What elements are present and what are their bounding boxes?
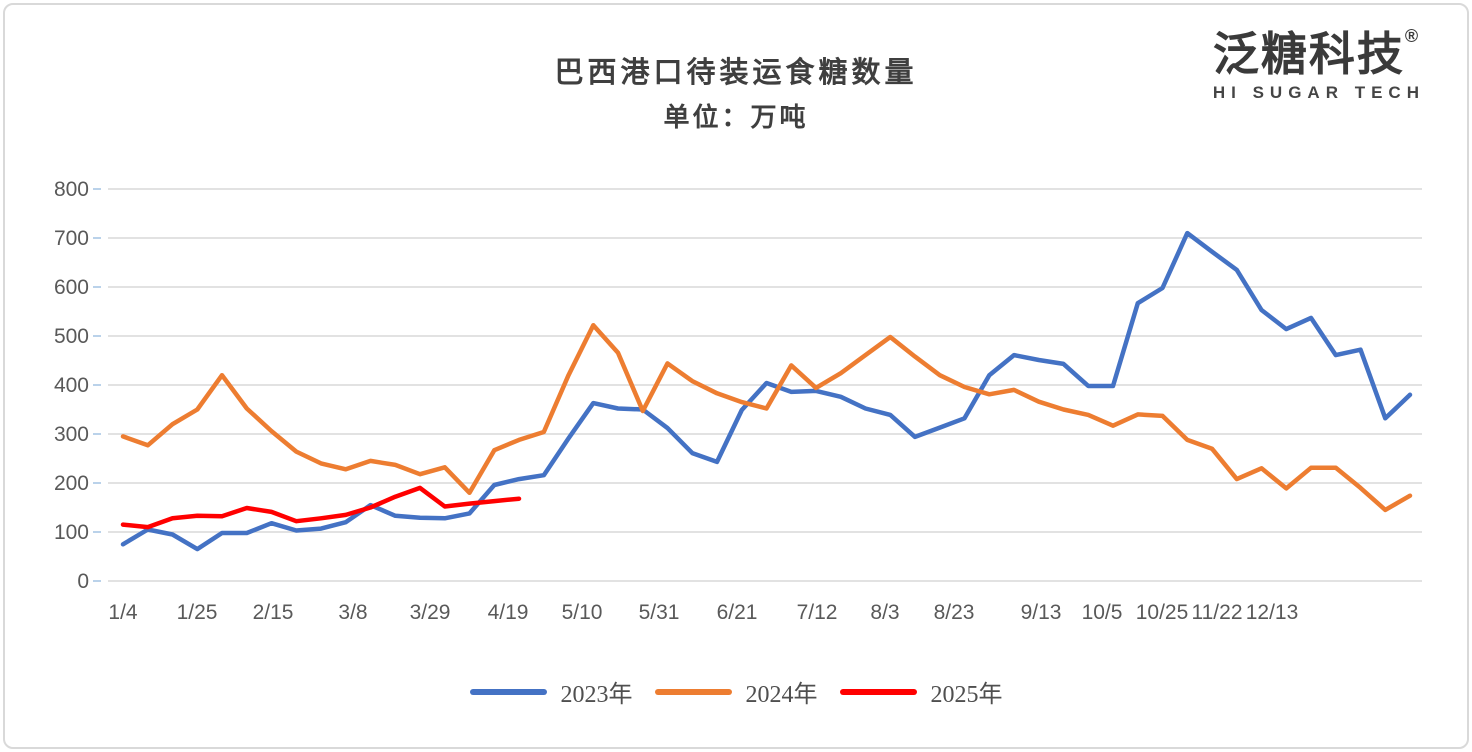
brand-logo: 泛糖科技® HI SUGAR TECH xyxy=(1213,27,1425,101)
chart-title: 巴西港口待装运食糖数量 xyxy=(554,57,918,89)
y-axis-label: 800 xyxy=(54,178,89,201)
x-axis-label: 9/13 xyxy=(1021,601,1062,624)
y-axis-label: 100 xyxy=(54,521,89,544)
x-axis-label: 6/21 xyxy=(717,601,758,624)
legend-line-swatch xyxy=(839,688,917,695)
legend-item: 2024年 xyxy=(654,674,818,709)
x-axis-label: 8/3 xyxy=(870,601,899,624)
y-axis-label: 400 xyxy=(54,374,89,397)
y-axis-label: 500 xyxy=(54,325,89,348)
x-axis-label: 8/23 xyxy=(934,601,975,624)
x-axis-label: 4/19 xyxy=(488,601,529,624)
x-axis-label: 2/15 xyxy=(253,601,294,624)
y-axis-label: 300 xyxy=(54,423,89,446)
legend-label: 2024年 xyxy=(745,682,818,708)
legend-item: 2025年 xyxy=(839,674,1003,709)
x-axis-label: 11/22 xyxy=(1192,601,1243,624)
chart-legend: 2023年 2024年 2025年 xyxy=(5,674,1467,709)
legend-item: 2023年 xyxy=(469,674,633,709)
x-axis-label: 10/5 xyxy=(1082,601,1123,624)
x-axis-label: 12/13 xyxy=(1246,601,1299,624)
x-axis-label: 7/12 xyxy=(797,601,838,624)
chart-unit-subtitle: 单位：万吨 xyxy=(663,103,809,132)
brand-name: 泛糖科技 xyxy=(1212,28,1405,80)
legend-line-swatch xyxy=(654,688,732,695)
y-axis-label: 600 xyxy=(54,276,89,299)
brand-tagline: HI SUGAR TECH xyxy=(1212,83,1425,102)
y-axis-label: 200 xyxy=(54,472,89,495)
x-axis-label: 1/25 xyxy=(177,601,218,624)
x-axis-label: 5/10 xyxy=(562,601,603,624)
series-line-2025年 xyxy=(120,485,522,530)
registered-trademark-icon: ® xyxy=(1404,26,1419,46)
legend-label: 2025年 xyxy=(930,682,1003,708)
series-line-2024年 xyxy=(120,322,1413,513)
x-axis-label: 3/29 xyxy=(410,601,451,624)
y-axis-label: 700 xyxy=(54,227,89,250)
legend-label: 2023年 xyxy=(560,682,633,708)
x-axis-label: 10/25 xyxy=(1136,601,1189,624)
line-chart: 0 100 200 300 400 500 600 700 800 1/4 1/25 2/15 3/8 3… xyxy=(54,178,1422,624)
series-line-2023年 xyxy=(120,230,1413,552)
x-axis-label: 3/8 xyxy=(338,601,367,624)
y-axis-label: 0 xyxy=(77,570,89,593)
x-axis-label: 5/31 xyxy=(639,601,680,624)
legend-line-swatch xyxy=(469,688,547,695)
x-axis-label: 1/4 xyxy=(108,601,138,624)
